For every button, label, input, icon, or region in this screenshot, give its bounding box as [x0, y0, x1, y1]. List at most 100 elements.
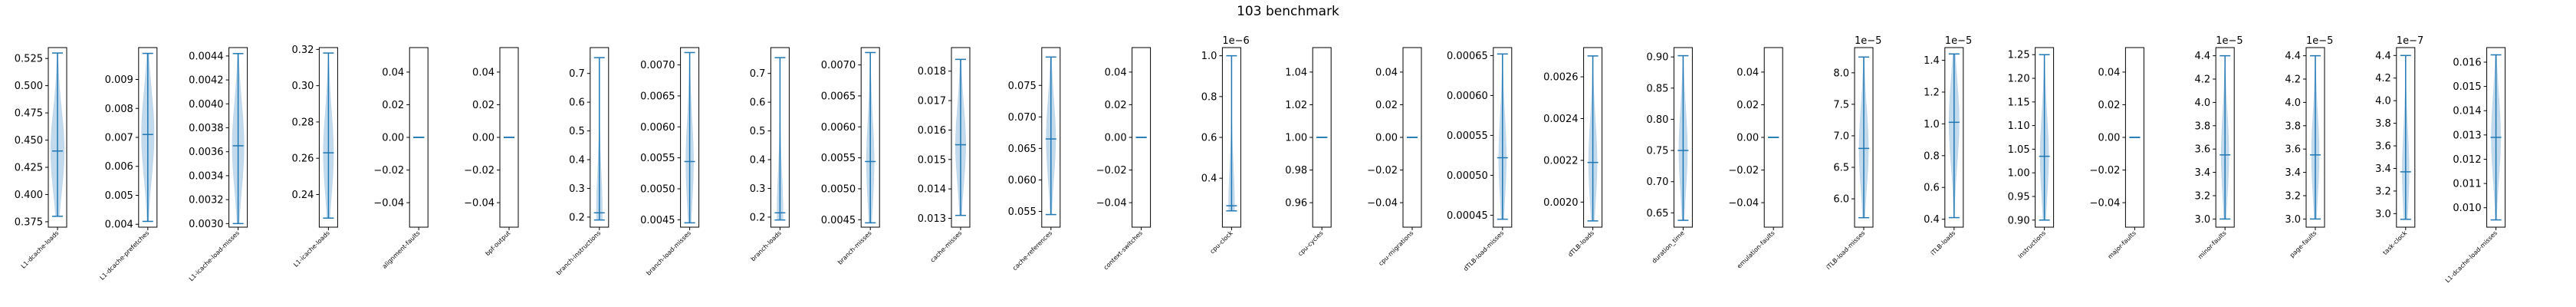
y-tick-label: 0.425: [15, 163, 43, 174]
y-tick-label: 0.02: [1105, 100, 1127, 111]
y-tick-label: 0.016: [2453, 57, 2481, 68]
x-category-label: cpu-clock: [1209, 229, 1234, 255]
x-category-label: iTLB-load-misses: [1825, 229, 1866, 271]
y-tick-label: 0.009: [105, 74, 133, 86]
y-tick-label: 3.4: [2375, 163, 2391, 175]
x-category-label: alignment-faults: [381, 229, 422, 270]
y-tick-label: 0.6: [569, 97, 585, 109]
y-tick-label: 0.02: [1737, 100, 1759, 111]
y-tick-label: 0.96: [1285, 198, 1307, 210]
x-category-label: duration_time: [1651, 229, 1686, 265]
y-tick-label: 0.0044: [189, 51, 224, 62]
y-tick-label: −0.02: [464, 165, 495, 177]
y-tick-label: 0.0036: [189, 147, 224, 158]
y-tick-label: −0.04: [1096, 198, 1127, 210]
y-tick-label: 7.5: [1833, 99, 1849, 111]
y-tick-label: 0.00060: [1447, 91, 1488, 102]
y-tick-label: 3.0: [2195, 214, 2211, 226]
y-tick-label: 0.8: [1924, 150, 1940, 162]
y-tick-label: 0.4: [569, 155, 585, 167]
y-tick-label: 0.0055: [640, 153, 675, 164]
y-tick-label: 0.00055: [1447, 130, 1488, 142]
y-tick-label: 0.04: [1375, 67, 1398, 78]
y-tick-label: 0.0045: [640, 215, 675, 226]
violin-panel: 0.0045 0.0050 0.0055 0.0060 0.0065 0.0070 bran…: [640, 47, 700, 277]
x-category-label: context-switches: [1102, 229, 1144, 271]
violin-panel: 0.96 0.98 1.00 1.02 1.04 cpu-cycles: [1285, 47, 1332, 257]
y-tick-label: 3.8: [2285, 120, 2301, 132]
y-tick-label: 0.450: [15, 135, 43, 147]
y-tick-label: 0.6: [1924, 183, 1940, 194]
figure-title: 103 benchmark: [1237, 4, 1339, 19]
violin-panel: 0.4 0.6 0.8 1.0 1e−6 cpu-clock: [1201, 35, 1250, 255]
violin-panel: 0.0030 0.0032 0.0034 0.0036 0.0038 0.0040 0.00…: [188, 47, 248, 282]
y-tick-label: 3.4: [2285, 167, 2301, 179]
y-tick-label: 1.15: [2008, 97, 2030, 108]
y-tick-label: 4.4: [2285, 51, 2301, 62]
y-tick-label: 7.0: [1833, 130, 1849, 142]
x-category-label: branch-loads: [750, 229, 783, 262]
y-tick-label: 3.4: [2195, 167, 2211, 179]
y-tick-label: −0.02: [1096, 165, 1127, 177]
violin-panel: −0.04 −0.02 0.00 0.02 0.04 major-faults: [2090, 47, 2144, 260]
y-tick-label: −0.04: [373, 198, 404, 210]
y-tick-label: −0.04: [1367, 198, 1398, 210]
y-tick-label: 0.00: [2098, 133, 2120, 144]
x-category-label: cpu-cycles: [1296, 229, 1324, 257]
y-tick-label: 0.6: [1201, 133, 1217, 144]
x-category-label: dTLB-load-misses: [1462, 229, 1505, 272]
x-category-label: cpu-migrations: [1377, 229, 1414, 267]
y-tick-label: 0.30: [291, 81, 314, 92]
y-tick-label: 0.012: [2453, 154, 2481, 166]
violin-panel: 0.65 0.70 0.75 0.80 0.85 0.90 duration_time: [1646, 47, 1693, 265]
y-tick-label: 3.0: [2285, 214, 2301, 226]
y-tick-label: 0.04: [1105, 67, 1127, 78]
y-tick-label: −0.02: [1367, 165, 1398, 177]
y-tick-label: 0.04: [2098, 67, 2120, 78]
x-category-label: task-clock: [2381, 229, 2408, 256]
violin-panel: −0.04 −0.02 0.00 0.02 0.04 bpf-output: [464, 47, 519, 257]
y-tick-label: 0.006: [105, 161, 133, 173]
y-tick-label: 0.0065: [821, 91, 856, 102]
violin-panel: 0.00045 0.00050 0.00055 0.00060 0.00065 dTLB-…: [1447, 47, 1513, 272]
y-tick-label: 3.6: [2285, 144, 2301, 156]
y-tick-label: 0.5: [750, 126, 766, 137]
y-tick-label: −0.04: [2090, 198, 2121, 210]
y-tick-label: 1.00: [1285, 133, 1307, 144]
y-tick-label: 0.00: [1737, 133, 1759, 144]
y-tick-label: 0.00: [472, 133, 495, 144]
y-tick-label: 0.0026: [1543, 72, 1579, 84]
y-tick-label: 0.2: [569, 212, 585, 223]
x-category-label: L1-icache-load-misses: [188, 229, 241, 282]
y-tick-label: 0.0032: [189, 195, 224, 206]
y-tick-label: 1.05: [2008, 144, 2030, 156]
x-category-label: cache-references: [1011, 229, 1053, 272]
y-tick-label: 3.8: [2375, 118, 2391, 130]
y-tick-label: 0.02: [2098, 100, 2120, 111]
violin-panel: 3.0 3.2 3.4 3.6 3.8 4.0 4.2 4.4 1e−7 task-clock: [2375, 35, 2423, 256]
y-tick-label: 0.3: [569, 183, 585, 195]
y-tick-label: 0.015: [918, 154, 946, 166]
y-tick-label: 0.00: [382, 133, 404, 144]
y-tick-label: 0.0024: [1543, 114, 1579, 125]
y-tick-label: 1.0: [1924, 119, 1940, 130]
y-tick-label: 0.95: [2008, 191, 2030, 203]
y-tick-label: 0.075: [1008, 81, 1037, 92]
violin-panel: 0.2 0.3 0.4 0.5 0.6 0.7 branch-instructions: [555, 47, 610, 276]
y-tick-label: 0.0070: [640, 60, 675, 71]
y-tick-label: 0.010: [2453, 203, 2481, 214]
axis-offset-label: 1e−5: [1855, 35, 1881, 47]
y-tick-label: 1.0: [1201, 51, 1217, 62]
violin-panel: −0.04 −0.02 0.00 0.02 0.04 alignment-faults: [373, 47, 429, 270]
y-tick-label: 0.0034: [189, 170, 224, 182]
y-tick-label: 4.0: [2195, 97, 2211, 109]
y-tick-label: 0.04: [472, 67, 495, 78]
x-category-label: major-faults: [2107, 229, 2137, 260]
y-tick-label: 3.6: [2195, 144, 2211, 156]
y-tick-label: 0.02: [1375, 100, 1398, 111]
y-tick-label: 0.0042: [189, 75, 224, 87]
y-tick-label: 0.0030: [189, 219, 224, 230]
panels-group: 0.375 0.400 0.425 0.450 0.475 0.500 0.525 L1-dc…: [15, 35, 2506, 284]
axis-offset-label: 1e−6: [1222, 35, 1249, 47]
y-tick-label: 0.00065: [1447, 51, 1488, 62]
